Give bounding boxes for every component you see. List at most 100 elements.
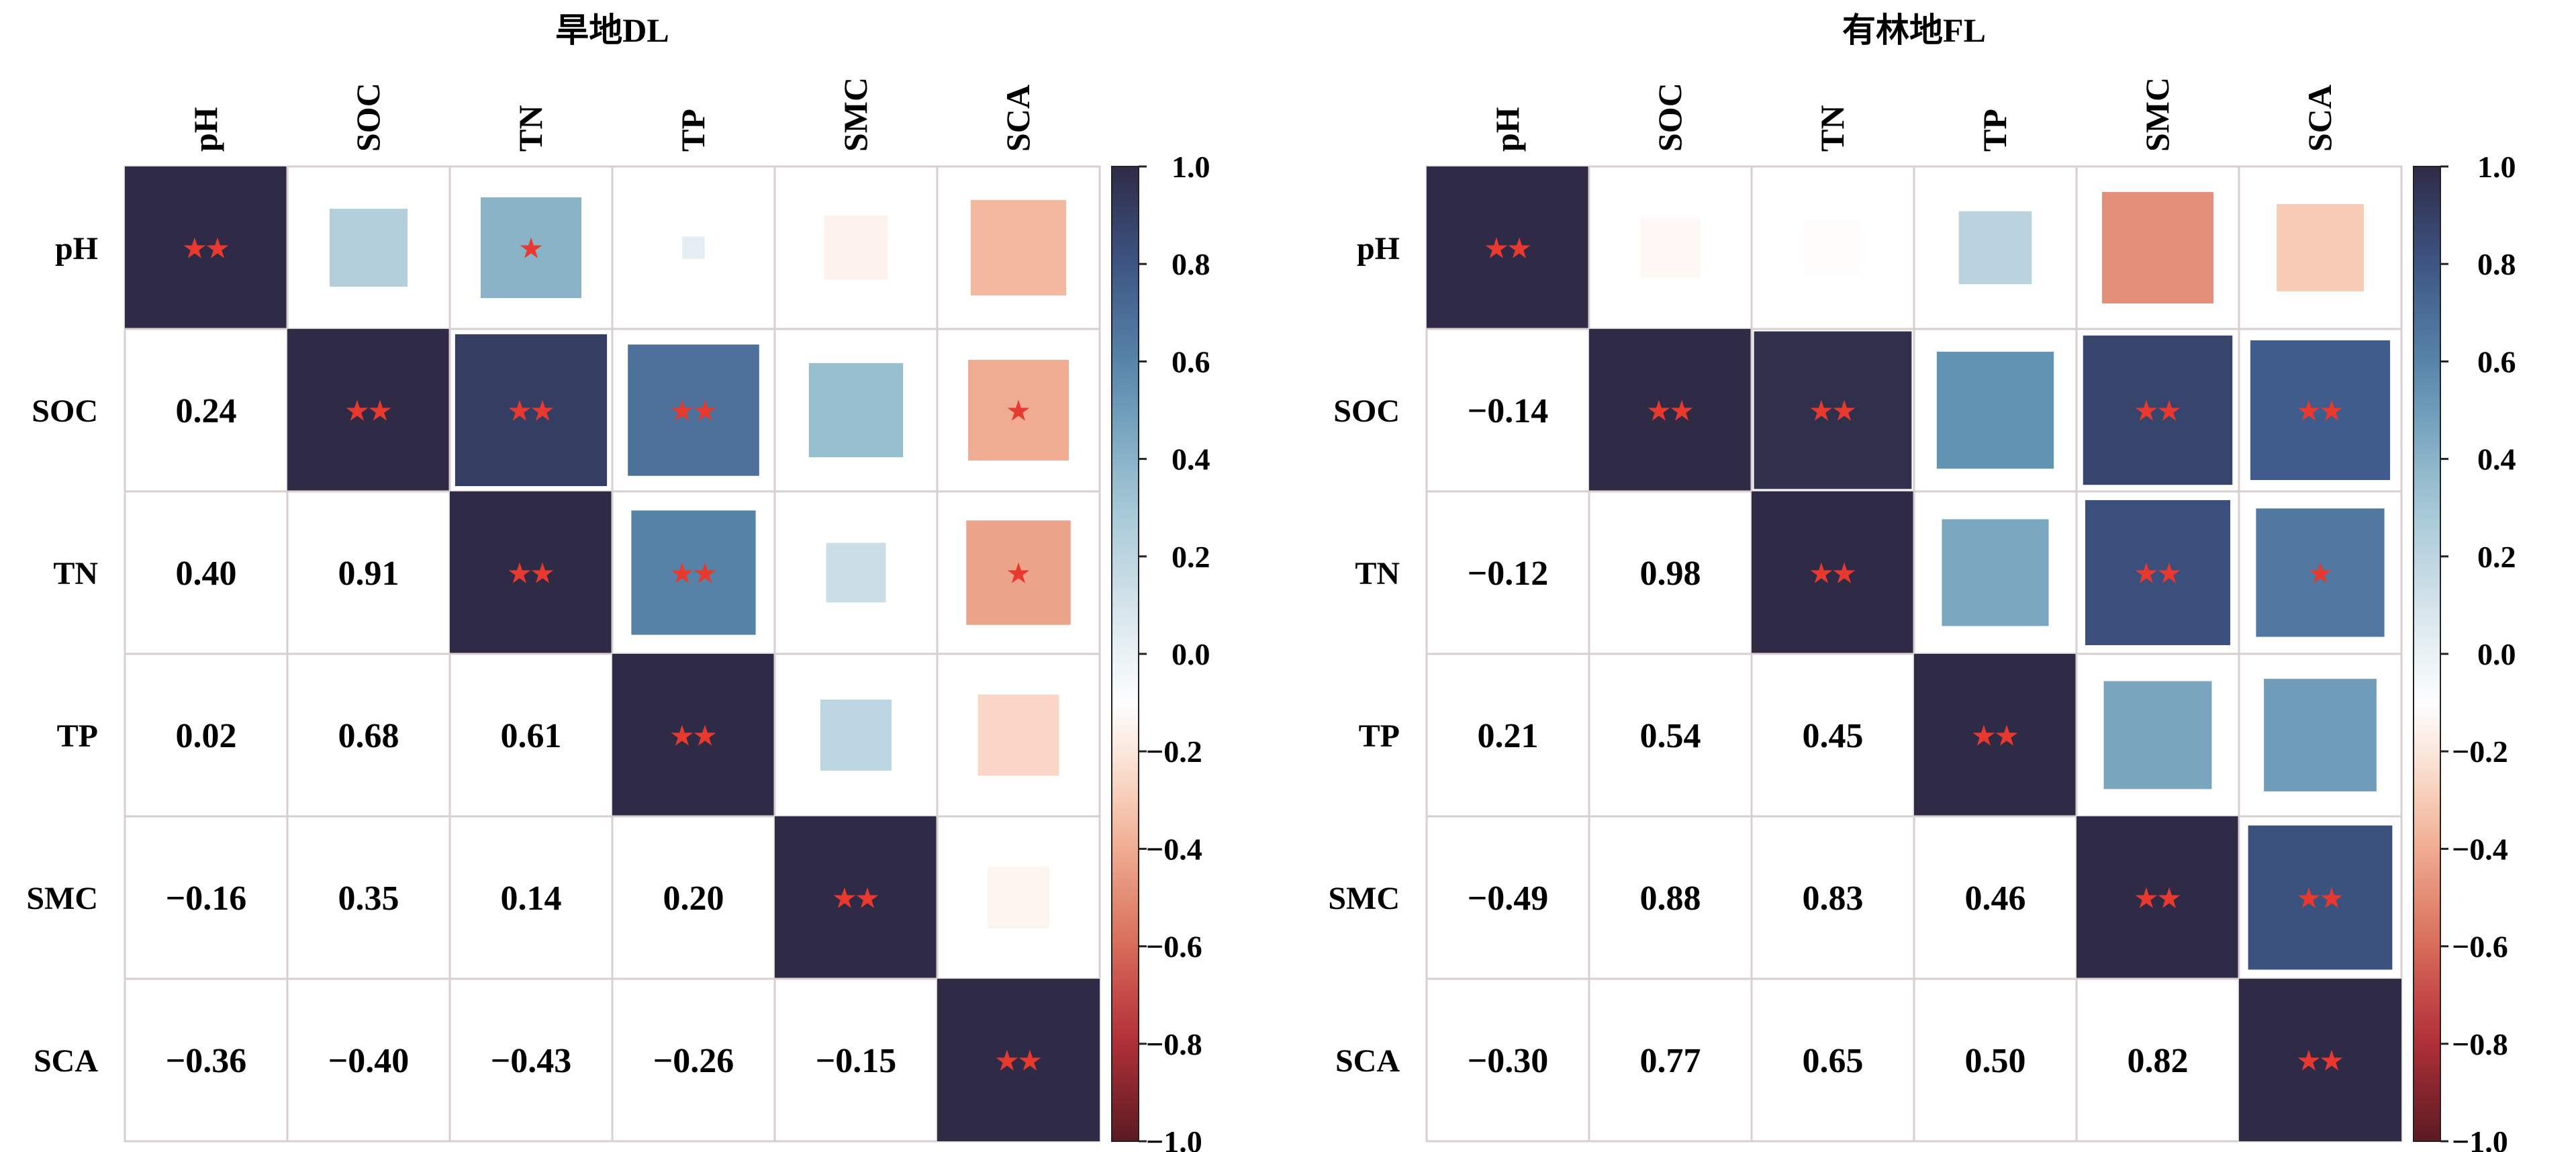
- colorbar-tick-label: −0.8: [1146, 1027, 1202, 1061]
- correlation-square: [2248, 825, 2393, 970]
- cell: [1750, 815, 1915, 980]
- row-label: SOC: [32, 393, 98, 429]
- correlation-value: 0.21: [1478, 717, 1539, 755]
- row-label: pH: [1357, 231, 1400, 267]
- correlation-value: −0.49: [1468, 879, 1549, 918]
- correlation-value: −0.36: [166, 1042, 247, 1080]
- column-label: SOC: [1651, 83, 1688, 152]
- cell: [1425, 328, 1590, 493]
- correlation-value: 0.40: [176, 555, 237, 593]
- row-label: pH: [55, 231, 98, 267]
- correlation-value: −0.30: [1468, 1042, 1549, 1080]
- significance-stars: ★★: [671, 397, 716, 426]
- significance-stars: ★★: [183, 235, 229, 263]
- significance-stars: ★★: [1648, 397, 1693, 426]
- correlation-square: [2250, 340, 2391, 481]
- significance-stars: ★★: [2135, 397, 2181, 426]
- correlation-value: −0.14: [1468, 392, 1549, 430]
- significance-stars: ★★: [2297, 397, 2343, 426]
- correlation-square: [2103, 681, 2212, 789]
- colorbar-tick-label: 0.6: [1172, 344, 1210, 379]
- heatmap-panel-2: 有林地FL pH pH ★★ SOC SOC −0.14 ★★ ★★ ★★ ★★ TN TN −0.12 0…: [1328, 11, 2516, 1152]
- correlation-square: [2277, 204, 2364, 291]
- correlation-square: [977, 694, 1059, 776]
- column-label: SCA: [2301, 85, 2338, 152]
- correlation-square: [775, 816, 937, 979]
- correlation-value: 0.46: [1965, 879, 2026, 918]
- significance-stars: ★★: [508, 560, 554, 588]
- cell: [1425, 653, 1590, 818]
- colorbar-tick-label: 0.6: [2477, 344, 2516, 379]
- correlation-value: 0.98: [1640, 555, 1701, 593]
- correlation-square: [1805, 220, 1861, 276]
- column-label: SCA: [999, 85, 1037, 152]
- correlation-square: [2264, 679, 2377, 791]
- correlation-square: [628, 344, 759, 476]
- correlation-square: [937, 979, 1100, 1141]
- cell: [1750, 653, 1915, 818]
- correlation-square: [682, 236, 705, 259]
- row-label: TN: [1355, 556, 1400, 591]
- correlation-square: [820, 699, 892, 771]
- column-label: TN: [512, 105, 549, 152]
- significance-stars: ★: [2309, 560, 2332, 588]
- colorbar-tick-label: 0.4: [1172, 442, 1210, 477]
- correlation-square: [455, 334, 608, 487]
- colorbar-tick-label: 0.2: [1172, 540, 1210, 574]
- column-label: SMC: [2138, 77, 2176, 152]
- cell: [1913, 977, 2078, 1143]
- cell: [611, 977, 776, 1143]
- colorbar-tick-label: −0.2: [1146, 734, 1202, 769]
- correlation-value: 0.88: [1640, 879, 1701, 918]
- correlation-value: 0.24: [176, 392, 237, 430]
- correlation-square: [966, 520, 1071, 625]
- cell: [124, 328, 289, 493]
- row-label: SMC: [1328, 881, 1400, 916]
- correlation-square: [2101, 191, 2214, 304]
- cell: [1588, 490, 1753, 655]
- significance-stars: ★★: [671, 722, 716, 751]
- significance-stars: ★★: [346, 397, 391, 426]
- significance-stars: ★★: [1810, 397, 1856, 426]
- row-label: SOC: [1333, 393, 1400, 429]
- row-label: TN: [53, 556, 98, 591]
- correlation-value: −0.26: [653, 1042, 734, 1080]
- correlation-square: [612, 654, 775, 816]
- significance-stars: ★★: [671, 560, 716, 588]
- significance-stars: ★: [1007, 397, 1030, 426]
- correlation-value: 0.14: [501, 879, 562, 918]
- significance-stars: ★★: [2135, 885, 2181, 913]
- colorbar-tick-label: 1.0: [1172, 150, 1210, 184]
- colorbar-tick-label: −0.6: [2452, 930, 2508, 964]
- significance-stars: ★★: [1810, 560, 1856, 588]
- correlation-value: 0.02: [176, 717, 237, 755]
- cell: [448, 653, 614, 818]
- correlation-value: 0.83: [1803, 879, 1864, 918]
- correlation-square: [329, 208, 408, 287]
- cell: [1588, 653, 1753, 818]
- correlation-value: 0.20: [663, 879, 724, 918]
- correlation-square: [1958, 211, 2032, 285]
- correlation-value: 0.54: [1640, 717, 1701, 755]
- correlation-square: [481, 197, 581, 298]
- colorbar-tick-label: 0.8: [1172, 247, 1210, 281]
- correlation-square: [2077, 816, 2239, 979]
- colorbar-tick-label: −0.4: [1146, 832, 1202, 866]
- colorbar-tick-label: 0.0: [1172, 637, 1210, 671]
- correlation-square: [2085, 499, 2231, 646]
- column-label: TP: [1976, 109, 2013, 152]
- correlation-square: [125, 166, 287, 329]
- colorbar-tick-label: −1.0: [1146, 1124, 1202, 1152]
- colorbar-tick-label: 1.0: [2477, 150, 2516, 184]
- significance-stars: ★★: [1485, 235, 1531, 263]
- colorbar-tick-label: 0.0: [2477, 637, 2516, 671]
- cell: [611, 815, 776, 980]
- correlation-value: 0.35: [338, 879, 399, 918]
- correlation-square: [988, 867, 1049, 928]
- colorbar-tick-label: 0.8: [2477, 247, 2516, 281]
- colorbar-tick-label: 0.2: [2477, 540, 2516, 574]
- column-label: pH: [1488, 107, 1526, 152]
- column-label: SOC: [349, 83, 387, 152]
- cell: [286, 490, 451, 655]
